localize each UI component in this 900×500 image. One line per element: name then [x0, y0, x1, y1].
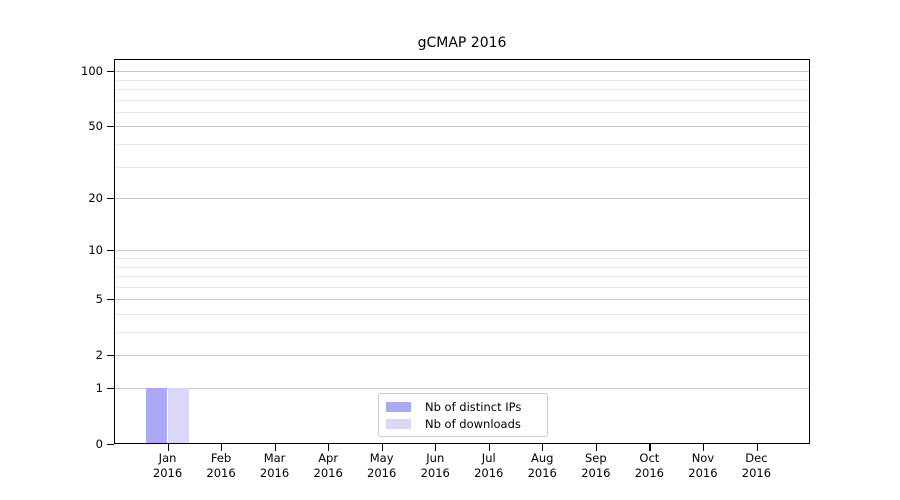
y-axis-tick: [107, 299, 114, 301]
plot-border: [114, 59, 810, 444]
x-axis-tick: [167, 444, 169, 451]
x-axis-tick: [702, 444, 705, 451]
x-label-year: 2016: [313, 466, 343, 480]
y-axis-tick: [107, 198, 114, 200]
y-major-gridline: [114, 71, 810, 73]
bar-downloads: [167, 388, 189, 444]
x-axis-tick-label: Jul 2016: [462, 451, 516, 481]
x-label-month: Jul: [481, 451, 496, 465]
y-minor-gridline: [114, 111, 810, 113]
y-axis-tick-label: 10: [88, 243, 103, 258]
x-axis-tick: [328, 444, 330, 451]
y-axis-tick-label: 1: [95, 381, 103, 395]
x-axis-tick-label: Feb 2016: [194, 451, 248, 481]
y-axis-tick: [107, 388, 114, 390]
y-axis-tick: [107, 444, 114, 446]
x-axis-tick-label: Nov 2016: [676, 451, 730, 481]
x-label-month: Oct: [639, 451, 660, 465]
y-minor-gridline: [114, 88, 810, 90]
y-axis-tick-label: 0: [95, 437, 103, 451]
chart-title: gCMAP 2016: [417, 35, 507, 51]
y-axis-tick-label: 50: [88, 119, 103, 134]
x-axis-tick: [488, 444, 490, 451]
y-minor-gridline: [114, 143, 810, 145]
x-axis-tick: [221, 444, 223, 451]
x-label-month: Aug: [531, 451, 554, 465]
y-minor-gridline: [114, 276, 810, 277]
y-axis-tick: [107, 126, 114, 128]
y-major-gridline: [114, 250, 810, 252]
x-label-year: 2016: [367, 466, 397, 480]
x-axis-tick: [274, 444, 276, 451]
y-minor-gridline: [114, 332, 810, 333]
y-minor-gridline: [114, 266, 810, 268]
y-axis-tick-label: 20: [88, 191, 103, 205]
x-label-year: 2016: [688, 466, 718, 480]
x-axis-tick: [381, 444, 383, 451]
y-minor-gridline: [114, 257, 810, 259]
x-label-year: 2016: [634, 466, 664, 480]
x-label-year: 2016: [420, 466, 450, 480]
x-label-month: Mar: [263, 451, 286, 465]
x-axis-tick: [435, 444, 437, 451]
y-major-gridline: [114, 355, 810, 357]
legend-label-distinct-ips: Nb of distinct IPs: [425, 399, 522, 414]
x-label-year: 2016: [206, 466, 236, 480]
y-axis-tick: [107, 250, 114, 252]
x-axis-tick-label: Aug 2016: [516, 451, 570, 481]
legend-item-downloads: Nb of downloads: [386, 418, 540, 430]
x-label-year: 2016: [741, 466, 772, 480]
x-axis-tick: [595, 444, 597, 451]
y-axis-tick-label: 2: [95, 348, 103, 363]
y-minor-gridline: [114, 314, 810, 315]
x-label-month: Jun: [426, 451, 445, 465]
x-axis-tick-label: Jan 2016: [141, 451, 195, 481]
x-axis-tick: [756, 444, 758, 451]
legend-item-distinct-ips: Nb of distinct IPs: [386, 401, 540, 413]
y-axis-tick-label: 100: [81, 64, 103, 79]
x-axis-tick: [649, 444, 651, 451]
x-axis-tick-label: Oct 2016: [623, 451, 677, 481]
y-major-gridline: [114, 299, 810, 301]
y-minor-gridline: [114, 286, 810, 288]
y-major-gridline: [114, 126, 810, 128]
x-label-month: Sep: [585, 451, 607, 465]
x-axis-tick-label: Mar 2016: [248, 451, 302, 481]
x-axis-tick-label: Dec 2016: [730, 451, 784, 481]
x-label-month: Jan: [158, 451, 177, 465]
x-axis-tick-label: May 2016: [355, 451, 409, 481]
x-label-month: Dec: [745, 451, 768, 465]
x-label-year: 2016: [581, 466, 611, 480]
legend-label-downloads: Nb of downloads: [425, 416, 521, 431]
x-axis-tick-label: Apr 2016: [301, 451, 355, 481]
x-label-month: Feb: [210, 451, 232, 465]
x-label-year: 2016: [152, 466, 183, 480]
x-label-year: 2016: [474, 466, 504, 480]
y-axis-tick: [107, 71, 114, 73]
legend: Nb of distinct IPs Nb of downloads: [378, 393, 548, 437]
x-axis-tick: [542, 444, 544, 451]
x-label-month: Nov: [691, 451, 715, 465]
x-axis-tick-label: Sep 2016: [569, 451, 623, 481]
legend-swatch-downloads-icon: [386, 418, 411, 429]
x-label-month: Apr: [318, 451, 339, 465]
y-major-gridline: [114, 388, 810, 389]
x-axis-tick-label: Jun 2016: [409, 451, 463, 481]
legend-swatch-distinct-ips-icon: [386, 401, 411, 412]
y-minor-gridline: [114, 99, 810, 101]
x-label-year: 2016: [527, 466, 557, 480]
y-minor-gridline: [114, 166, 810, 168]
y-axis-tick: [107, 355, 114, 357]
bar-distinct-ips: [146, 388, 168, 444]
x-label-month: May: [369, 451, 394, 465]
y-major-gridline: [114, 198, 810, 199]
x-label-year: 2016: [259, 466, 290, 480]
y-minor-gridline: [114, 79, 810, 81]
y-axis-tick-label: 5: [95, 292, 103, 307]
